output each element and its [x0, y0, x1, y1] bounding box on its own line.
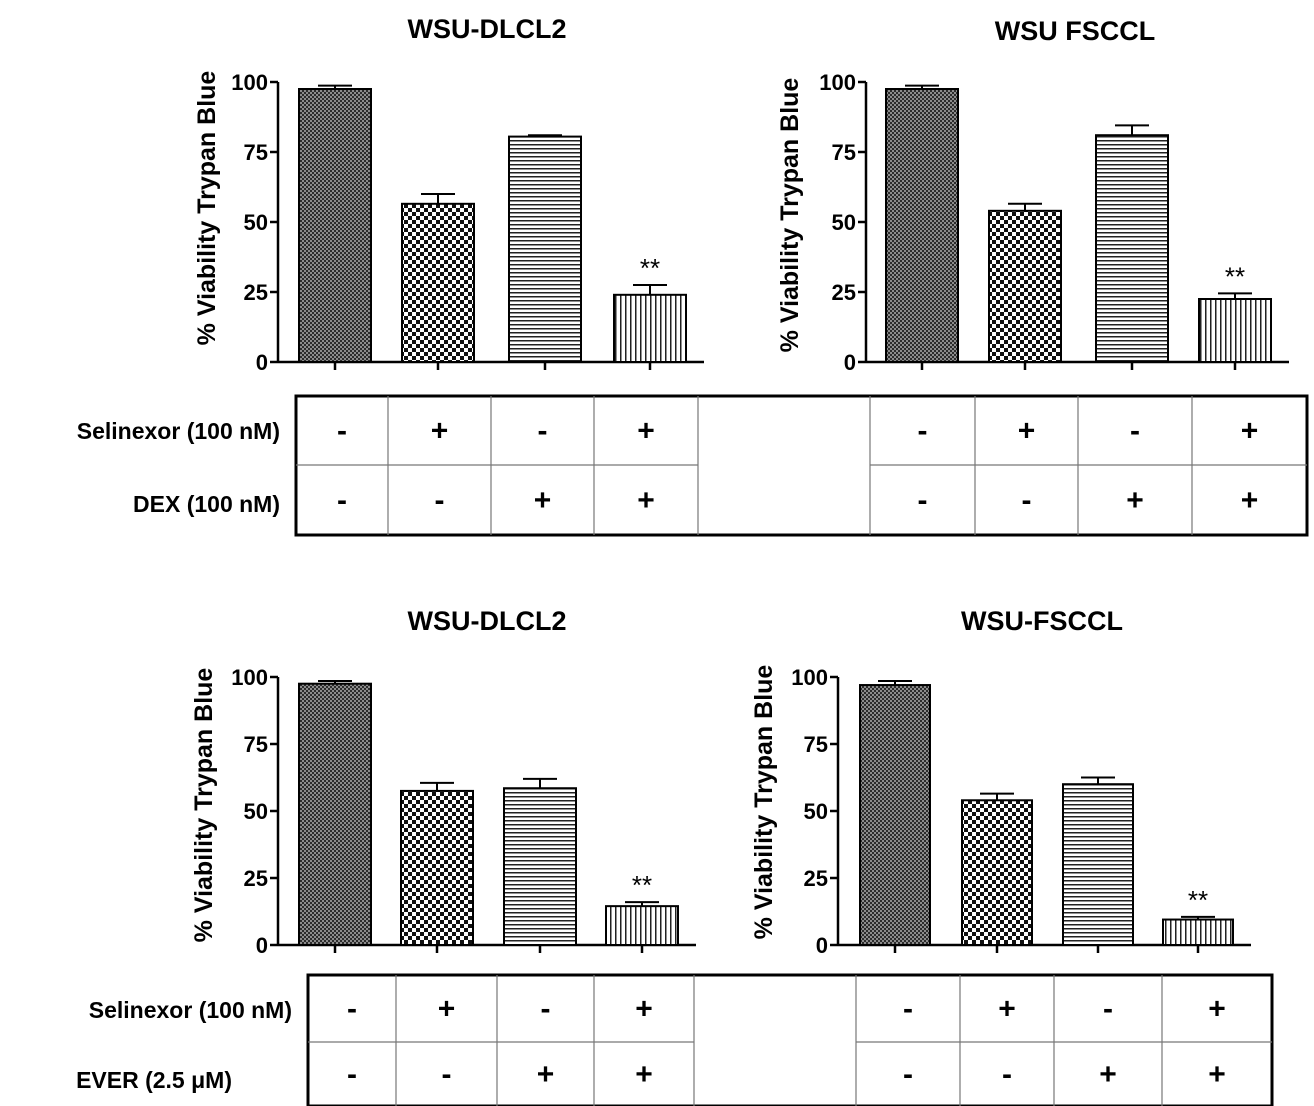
treatment-sign: + [1241, 484, 1259, 517]
y-axis-label: % Viability Trypan Blue [190, 668, 218, 943]
treatment-sign: - [435, 484, 445, 517]
y-tick-label: 25 [244, 280, 268, 305]
treatment-sign: + [998, 993, 1016, 1026]
treatment-sign: - [337, 415, 347, 448]
bar [988, 209, 1062, 363]
y-tick-label: 75 [832, 140, 856, 165]
y-tick-label: 75 [804, 732, 828, 757]
y-tick-label: 75 [244, 732, 268, 757]
panel-top-right: WSU FSCCL % Viability Trypan Blue 0 25 50 7… [776, 16, 1289, 375]
treatment-sign: + [431, 415, 449, 448]
treatment-sign: + [1018, 415, 1036, 448]
y-tick-label: 50 [244, 210, 268, 235]
treatment-sign: + [534, 484, 552, 517]
y-tick-label: 75 [244, 140, 268, 165]
treatment-sign: + [438, 993, 456, 1026]
significance-label: ** [1225, 261, 1245, 291]
row-label-dex: DEX (100 nM) [133, 491, 280, 517]
y-axis-label: % Viability Trypan Blue [776, 78, 804, 353]
y-tick-label: 25 [804, 866, 828, 891]
bar [1062, 783, 1134, 947]
treatment-sign: + [1241, 415, 1259, 448]
chart-area: 0 25 50 75 100 ** [231, 70, 704, 375]
treatment-sign: - [1103, 993, 1113, 1026]
bar [1198, 298, 1272, 363]
treatment-sign: - [1002, 1058, 1012, 1091]
bar [298, 88, 372, 363]
table-border [306, 973, 1274, 1106]
bar [1095, 134, 1169, 363]
bar [400, 789, 474, 947]
chart-title: WSU-DLCL2 [408, 606, 567, 636]
treatment-sign: + [1099, 1058, 1117, 1091]
treatment-sign: + [1126, 484, 1144, 517]
y-tick-label: 50 [832, 210, 856, 235]
treatment-sign: - [1130, 415, 1140, 448]
chart-title: WSU-DLCL2 [408, 14, 567, 44]
panel-bottom-left: WSU-DLCL2 % Viability Trypan Blue 0 25 50 7… [190, 606, 696, 958]
treatment-sign: - [347, 1058, 357, 1091]
y-tick-label: 50 [244, 799, 268, 824]
bar [503, 787, 577, 946]
treatment-sign: - [903, 1058, 913, 1091]
treatment-sign: - [918, 415, 928, 448]
y-tick-label: 100 [231, 665, 268, 690]
y-tick-label: 50 [804, 799, 828, 824]
significance-label: ** [1188, 885, 1208, 915]
panel-top-left: WSU-DLCL2 % Viability Trypan Blue 0 25 50 7… [193, 14, 704, 375]
chart-title: WSU-FSCCL [961, 606, 1123, 636]
treatment-sign: - [337, 484, 347, 517]
y-axis-label: % Viability Trypan Blue [193, 71, 221, 346]
y-tick-label: 25 [832, 280, 856, 305]
chart-title: WSU FSCCL [995, 16, 1155, 46]
treatment-sign: - [918, 484, 928, 517]
treatment-sign: + [637, 484, 655, 517]
treatment-sign: - [347, 993, 357, 1026]
treatment-sign: + [537, 1058, 555, 1091]
treatment-sign: + [635, 1058, 653, 1091]
y-tick-label: 100 [791, 665, 828, 690]
chart-area: 0 25 50 75 100 ** [819, 70, 1289, 375]
y-tick-label: 100 [231, 70, 268, 95]
bar [613, 293, 687, 363]
chart-area: 0 25 50 75 100 ** [231, 665, 696, 958]
y-tick-label: 100 [819, 70, 856, 95]
treatment-sign: + [637, 415, 655, 448]
treatment-sign: - [538, 415, 548, 448]
bar [298, 682, 372, 946]
y-tick-label: 0 [816, 933, 828, 958]
chart-area: 0 25 50 75 100 ** [791, 665, 1251, 958]
significance-label: ** [632, 870, 652, 900]
treatment-sign: - [903, 993, 913, 1026]
bar [605, 905, 679, 947]
y-tick-label: 0 [256, 350, 268, 375]
treatment-sign: + [1208, 993, 1226, 1026]
y-axis-label: % Viability Trypan Blue [750, 665, 778, 940]
treatment-sign: + [635, 993, 653, 1026]
panel-bottom-right: WSU-FSCCL % Viability Trypan Blue 0 25 50 7… [750, 606, 1251, 958]
bar [859, 684, 931, 946]
treatment-sign: - [442, 1058, 452, 1091]
y-tick-label: 25 [244, 866, 268, 891]
y-tick-label: 0 [256, 933, 268, 958]
significance-label: ** [640, 253, 660, 283]
row-label-selinexor: Selinexor (100 nM) [89, 997, 292, 1023]
row-label-ever: EVER (2.5 μM) [76, 1067, 232, 1093]
treatment-sign: - [1022, 484, 1032, 517]
table-grid: - + - + - + - + - - + + - - + + [306, 973, 1274, 1106]
bar [401, 202, 475, 363]
bar [1162, 918, 1234, 946]
treatment-sign: - [541, 993, 551, 1026]
bar [885, 88, 959, 363]
bar [508, 135, 582, 363]
row-label-selinexor: Selinexor (100 nM) [77, 418, 280, 444]
treatment-sign: + [1208, 1058, 1226, 1091]
treatment-table-bottom: Selinexor (100 nM) EVER (2.5 μM) - + - + - + -… [76, 973, 1274, 1106]
table-grid: - + - + - + - + - - + + - - + + [294, 394, 1309, 537]
bar [961, 799, 1033, 947]
y-tick-label: 0 [844, 350, 856, 375]
treatment-table-top: Selinexor (100 nM) DEX (100 nM) - + - + - + - +… [77, 394, 1309, 537]
